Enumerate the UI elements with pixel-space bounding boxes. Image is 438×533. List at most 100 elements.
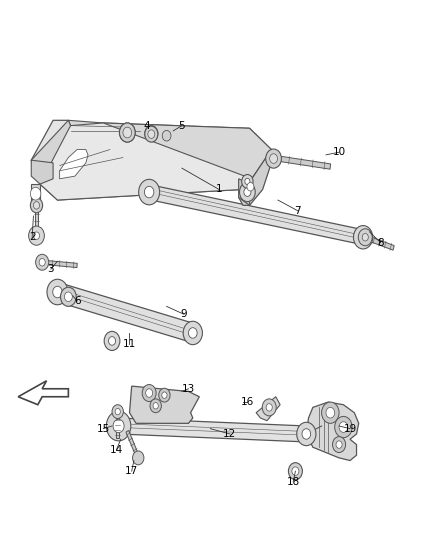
Polygon shape [31, 120, 71, 184]
Circle shape [162, 392, 167, 398]
Circle shape [30, 187, 41, 200]
Circle shape [159, 388, 170, 402]
Polygon shape [148, 185, 364, 245]
Text: 14: 14 [110, 445, 123, 455]
Circle shape [242, 174, 253, 188]
Circle shape [142, 384, 156, 401]
Circle shape [245, 179, 250, 184]
Text: 10: 10 [332, 147, 346, 157]
Polygon shape [60, 150, 88, 179]
Circle shape [247, 182, 254, 191]
Text: 1: 1 [215, 184, 223, 195]
Text: 19: 19 [343, 424, 357, 434]
Polygon shape [18, 381, 68, 405]
Circle shape [339, 422, 348, 432]
Text: 15: 15 [97, 424, 110, 434]
Circle shape [336, 441, 342, 448]
Circle shape [262, 399, 276, 416]
Polygon shape [56, 282, 195, 342]
Circle shape [362, 233, 368, 241]
Circle shape [148, 130, 155, 139]
Text: 9: 9 [181, 309, 187, 319]
Circle shape [266, 149, 282, 168]
Circle shape [335, 416, 352, 438]
Text: 4: 4 [144, 120, 150, 131]
Circle shape [115, 408, 120, 415]
Polygon shape [239, 179, 250, 205]
Text: 18: 18 [286, 477, 300, 487]
Circle shape [270, 154, 278, 164]
Circle shape [35, 254, 49, 270]
Circle shape [244, 188, 251, 196]
Circle shape [288, 463, 302, 480]
Text: 3: 3 [48, 264, 54, 274]
Circle shape [146, 389, 152, 397]
Circle shape [64, 292, 72, 302]
Polygon shape [68, 120, 272, 184]
Polygon shape [239, 150, 272, 205]
Circle shape [133, 451, 144, 465]
Text: 8: 8 [377, 238, 384, 247]
Circle shape [188, 328, 197, 338]
Circle shape [150, 399, 161, 413]
Circle shape [297, 422, 316, 446]
Circle shape [106, 411, 131, 441]
Circle shape [33, 232, 39, 239]
Circle shape [321, 402, 339, 423]
Circle shape [109, 337, 116, 345]
Circle shape [302, 429, 311, 439]
Circle shape [47, 279, 68, 305]
Polygon shape [126, 431, 140, 459]
Text: 2: 2 [29, 232, 35, 243]
Circle shape [30, 198, 42, 213]
Circle shape [353, 225, 373, 249]
Circle shape [104, 332, 120, 351]
Circle shape [162, 131, 171, 141]
Circle shape [266, 403, 272, 411]
Circle shape [359, 232, 367, 243]
Circle shape [240, 182, 255, 201]
Text: 11: 11 [123, 338, 136, 349]
Circle shape [120, 123, 135, 142]
Circle shape [358, 229, 372, 246]
Circle shape [145, 187, 154, 198]
Text: 13: 13 [182, 384, 195, 394]
Polygon shape [130, 386, 199, 423]
Polygon shape [256, 397, 280, 421]
Text: 7: 7 [294, 206, 301, 216]
Polygon shape [118, 418, 307, 442]
Text: 6: 6 [74, 296, 81, 306]
Text: 16: 16 [241, 397, 254, 407]
Circle shape [33, 201, 39, 209]
Circle shape [39, 259, 45, 266]
Polygon shape [31, 120, 272, 200]
Circle shape [292, 467, 299, 475]
Circle shape [145, 126, 158, 142]
Circle shape [332, 437, 346, 453]
Text: 12: 12 [223, 429, 237, 439]
Circle shape [326, 407, 335, 418]
Polygon shape [35, 205, 38, 236]
Polygon shape [365, 235, 394, 250]
Polygon shape [116, 413, 119, 438]
Polygon shape [40, 120, 252, 200]
Circle shape [153, 402, 158, 409]
Polygon shape [306, 402, 359, 461]
Circle shape [123, 127, 132, 138]
Circle shape [60, 287, 76, 306]
Circle shape [28, 226, 44, 245]
Circle shape [53, 286, 62, 298]
Polygon shape [31, 184, 40, 203]
Circle shape [112, 405, 124, 418]
Circle shape [113, 419, 124, 433]
Circle shape [183, 321, 202, 345]
Polygon shape [42, 260, 77, 268]
Circle shape [145, 126, 158, 142]
Circle shape [124, 128, 131, 138]
Polygon shape [31, 160, 53, 184]
Text: 17: 17 [125, 466, 138, 476]
Circle shape [148, 130, 155, 138]
Text: 5: 5 [179, 120, 185, 131]
Circle shape [120, 123, 135, 142]
Polygon shape [271, 155, 331, 169]
